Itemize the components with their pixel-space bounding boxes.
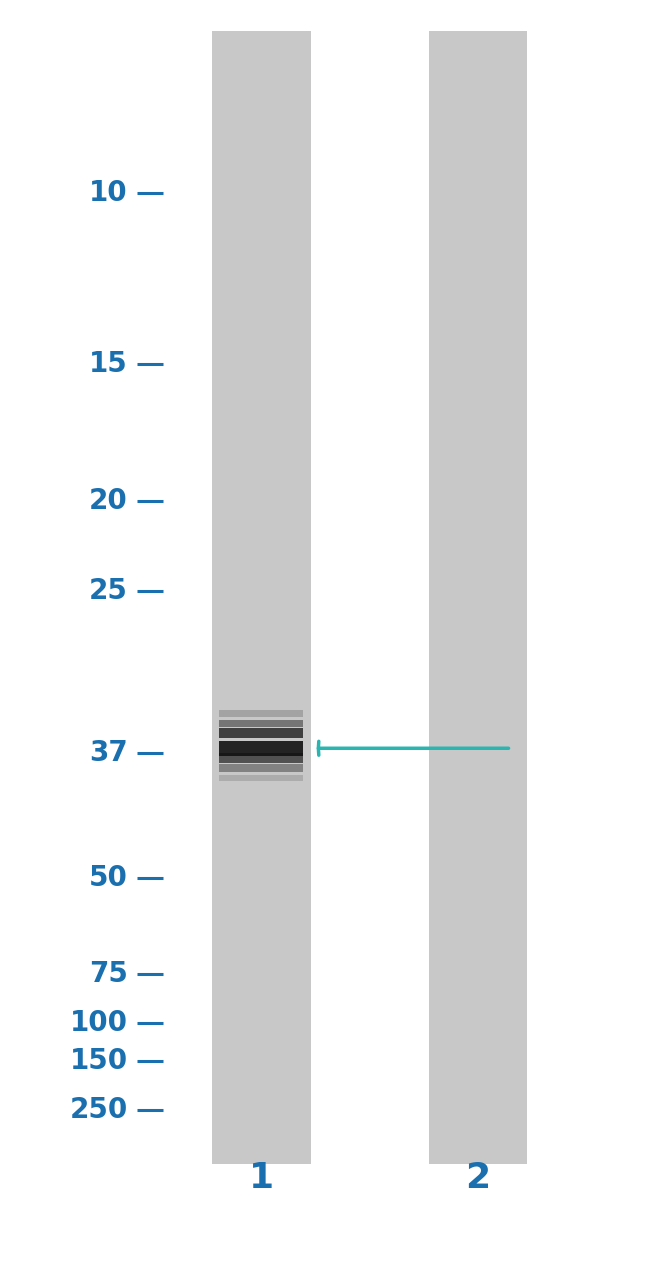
Text: 100: 100 [70, 1010, 127, 1038]
Bar [219, 720, 304, 728]
Bar [219, 729, 304, 738]
Text: 2: 2 [465, 1161, 491, 1195]
Text: 250: 250 [70, 1096, 127, 1124]
Bar [219, 775, 304, 781]
Text: 20: 20 [89, 486, 127, 514]
Bar [219, 765, 304, 772]
Bar [219, 753, 304, 763]
Bar [428, 32, 527, 1163]
Text: 37: 37 [89, 739, 127, 767]
Text: 150: 150 [70, 1046, 127, 1074]
Bar [219, 710, 304, 716]
Bar [219, 740, 304, 756]
Bar [212, 32, 311, 1163]
Text: 75: 75 [88, 960, 127, 988]
Text: 1: 1 [249, 1161, 274, 1195]
Text: 25: 25 [88, 578, 127, 606]
Text: 50: 50 [88, 864, 127, 892]
Text: 15: 15 [89, 349, 127, 377]
Text: 10: 10 [89, 179, 127, 207]
